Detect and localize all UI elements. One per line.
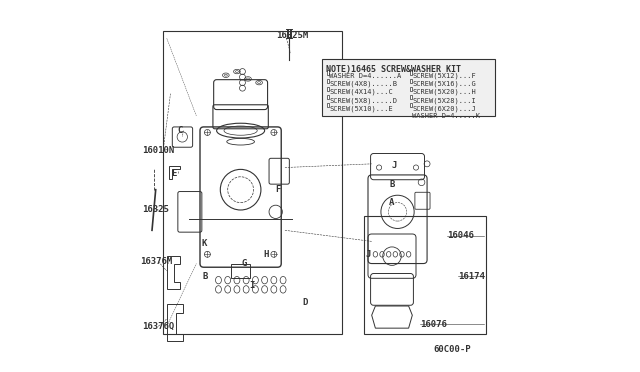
Bar: [326, 103, 329, 108]
Text: C: C: [177, 126, 182, 135]
Text: 16076: 16076: [420, 320, 447, 329]
Bar: [326, 87, 329, 91]
Text: WASHER D=4......A: WASHER D=4......A: [329, 73, 401, 78]
Text: D: D: [303, 298, 308, 307]
Text: E: E: [172, 169, 177, 177]
Text: J: J: [391, 161, 397, 170]
Bar: [163, 31, 342, 334]
Text: H: H: [264, 250, 269, 259]
Bar: [326, 70, 329, 75]
Text: 16376Q: 16376Q: [142, 322, 174, 331]
Text: 16325: 16325: [142, 205, 169, 215]
Text: 16010N: 16010N: [142, 147, 174, 155]
Bar: [232, 263, 250, 278]
Text: SCREW(5X20)...H: SCREW(5X20)...H: [412, 89, 476, 95]
Bar: [410, 78, 412, 83]
Text: I: I: [249, 281, 254, 290]
Text: 16376M: 16376M: [140, 257, 172, 266]
Text: G: G: [242, 259, 247, 268]
Bar: [364, 215, 486, 334]
Bar: [326, 95, 329, 99]
Text: B: B: [389, 180, 395, 189]
Text: SCREW(5X10)...E: SCREW(5X10)...E: [329, 105, 393, 112]
Text: 16046: 16046: [447, 231, 474, 240]
Bar: [410, 87, 412, 91]
Text: 16325M: 16325M: [276, 31, 308, 40]
Text: 16174: 16174: [458, 272, 485, 281]
Text: SCREW(5X28)...I: SCREW(5X28)...I: [412, 97, 476, 103]
Bar: [410, 103, 412, 108]
Text: SCREW(6X20)...J: SCREW(6X20)...J: [412, 105, 476, 112]
Text: WASHER D=4.....K: WASHER D=4.....K: [412, 113, 480, 119]
Text: NOTE)16465 SCREW&WASHER KIT: NOTE)16465 SCREW&WASHER KIT: [326, 65, 461, 74]
Text: B: B: [203, 272, 208, 281]
Text: SCREW(5X16)...G: SCREW(5X16)...G: [412, 81, 476, 87]
Text: A: A: [389, 198, 395, 207]
Text: F: F: [275, 185, 280, 194]
Text: SCREW(5X8).....D: SCREW(5X8).....D: [329, 97, 397, 103]
Text: SCREW(4X8).....B: SCREW(4X8).....B: [329, 81, 397, 87]
Bar: [410, 70, 412, 75]
Text: K: K: [201, 239, 206, 248]
Text: 60C00-P: 60C00-P: [434, 345, 471, 354]
Bar: [410, 95, 412, 99]
Text: SCREW(5X12)...F: SCREW(5X12)...F: [412, 73, 476, 79]
Text: SCREW(4X14)...C: SCREW(4X14)...C: [329, 89, 393, 95]
Bar: [322, 59, 495, 116]
Text: J: J: [365, 250, 371, 259]
Bar: [326, 78, 329, 83]
